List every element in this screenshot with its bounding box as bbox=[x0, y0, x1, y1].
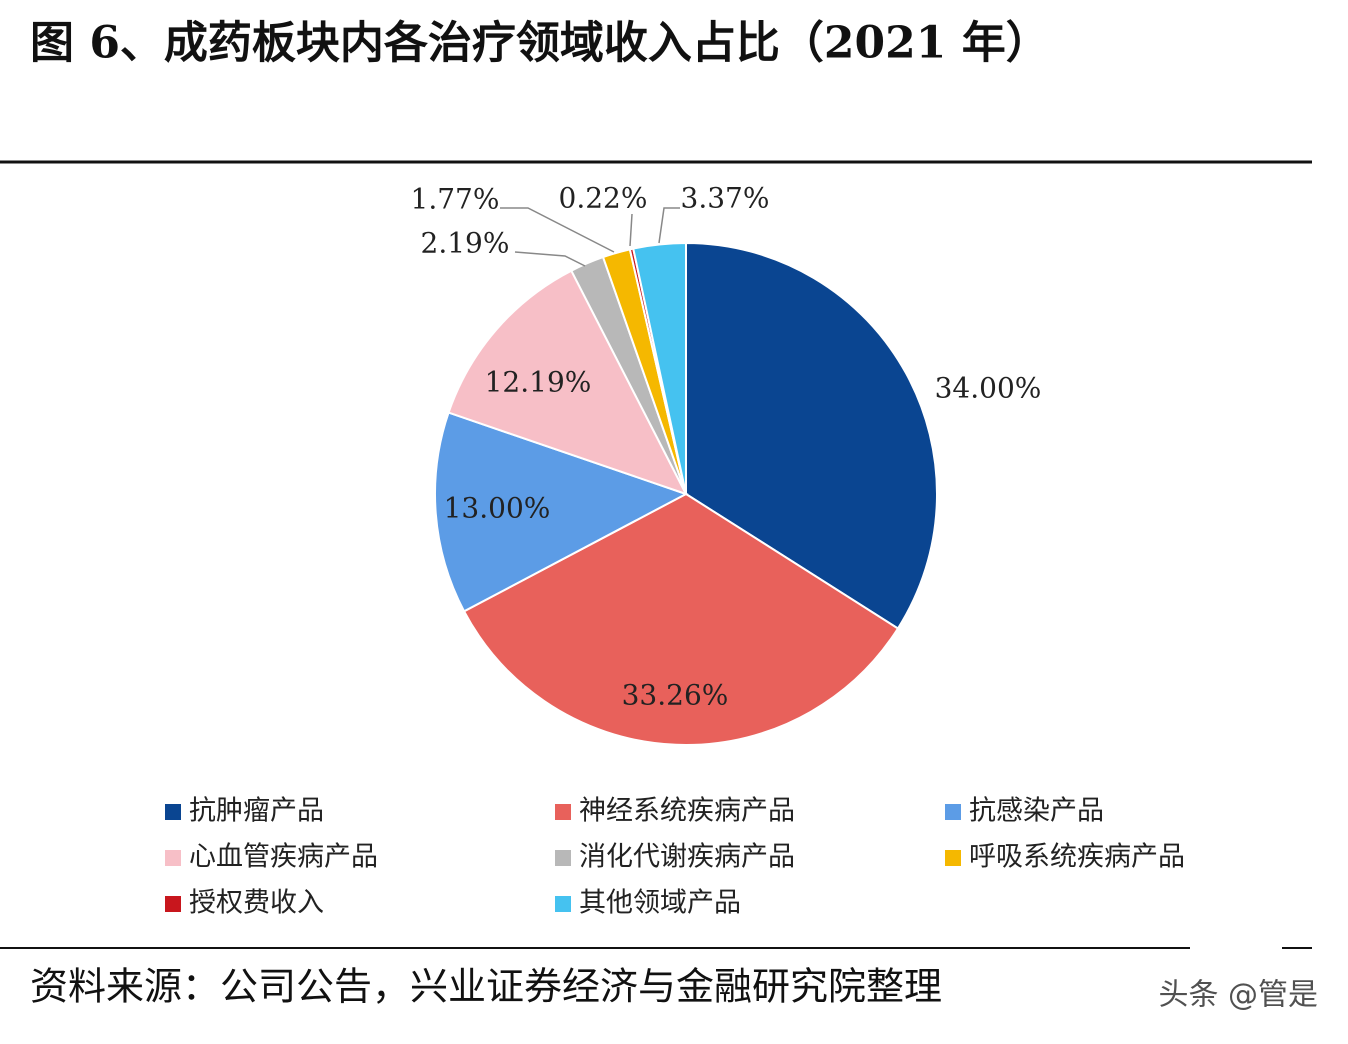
data-label: 12.19% bbox=[485, 366, 592, 399]
data-label: 34.00% bbox=[935, 372, 1042, 405]
data-label: 3.37% bbox=[681, 182, 770, 215]
legend-swatch bbox=[555, 804, 571, 820]
leader-line bbox=[658, 207, 680, 244]
chart-title: 图 6、成药板块内各治疗领域收入占比（2021 年） bbox=[30, 18, 1050, 69]
data-label: 1.77% bbox=[411, 183, 500, 216]
legend-swatch bbox=[945, 850, 961, 866]
source-note: 资料来源：公司公告，兴业证券经济与金融研究院整理 bbox=[30, 965, 942, 1009]
legend-label: 呼吸系统疾病产品 bbox=[969, 842, 1185, 873]
legend-label: 授权费收入 bbox=[189, 888, 324, 919]
pie-slice bbox=[685, 241, 938, 630]
data-label: 0.22% bbox=[559, 182, 648, 215]
leader-line bbox=[629, 213, 633, 247]
leader-line bbox=[500, 207, 615, 253]
legend-label: 抗感染产品 bbox=[969, 796, 1104, 827]
legend-swatch bbox=[555, 850, 571, 866]
data-label: 13.00% bbox=[444, 492, 551, 525]
legend-label: 其他领域产品 bbox=[579, 888, 741, 919]
pie-slice bbox=[462, 492, 900, 746]
pie-slice bbox=[434, 411, 689, 613]
data-label: 2.19% bbox=[421, 227, 510, 260]
legend-swatch bbox=[165, 850, 181, 866]
legend-label: 神经系统疾病产品 bbox=[579, 796, 795, 827]
data-label: 33.26% bbox=[622, 679, 729, 712]
pie-slice bbox=[632, 241, 687, 495]
pie-slice bbox=[447, 269, 689, 496]
legend-swatch bbox=[165, 804, 181, 820]
leader-line bbox=[514, 251, 586, 267]
legend-label: 抗肿瘤产品 bbox=[189, 796, 324, 827]
legend-label: 心血管疾病产品 bbox=[189, 842, 378, 873]
legend-label: 消化代谢疾病产品 bbox=[579, 842, 795, 873]
legend-swatch bbox=[555, 896, 571, 912]
legend-swatch bbox=[165, 896, 181, 912]
legend-swatch bbox=[945, 804, 961, 820]
watermark: 头条 @管是 bbox=[1158, 978, 1318, 1013]
